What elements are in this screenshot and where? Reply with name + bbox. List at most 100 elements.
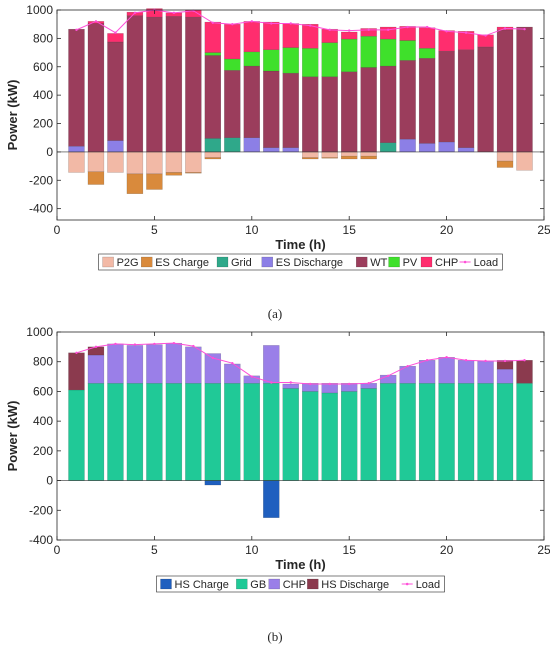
point-load-24	[523, 359, 526, 362]
bar-chp-23	[496, 368, 514, 384]
bar-gb-3	[107, 383, 124, 481]
bar-pv-12	[282, 47, 299, 74]
y-tick-label: 800	[33, 355, 53, 369]
series-line-load	[76, 342, 525, 385]
axes-box	[56, 331, 545, 541]
point-load-17	[386, 28, 390, 32]
bar-p2g-4	[126, 151, 144, 175]
legend-marker-load	[463, 260, 467, 264]
bar-chp-22	[477, 360, 494, 384]
point-load-17	[386, 374, 390, 378]
bar-wt-7	[185, 16, 202, 153]
bar-chp-7	[185, 346, 202, 384]
legend-swatch-gb	[236, 578, 248, 590]
bar-gb-5	[146, 383, 163, 481]
bar-chp-12	[282, 383, 299, 389]
point-load-1	[75, 28, 78, 32]
y-tick-label: 600	[33, 384, 53, 398]
y-tick-label: 1000	[26, 3, 53, 17]
bar-chp-6	[165, 342, 183, 384]
point-load-14	[328, 382, 331, 386]
x-tick-label: 0	[54, 223, 61, 237]
bar-es-discharge-21	[457, 147, 475, 153]
x-axis-label: Time (h)	[275, 237, 325, 252]
bar-es-charge-23	[496, 160, 514, 168]
point-load-2	[94, 20, 98, 23]
bar-hs-discharge-1	[68, 352, 85, 391]
bar-pv-16	[360, 36, 377, 68]
bar-gb-1	[68, 389, 85, 481]
legend-swatch-es-discharge	[261, 256, 273, 268]
point-load-15	[348, 29, 351, 32]
point-load-6	[172, 341, 176, 345]
bar-es-charge-4	[126, 173, 144, 194]
bar-chp-14	[321, 28, 338, 43]
bar-es-charge-14	[321, 157, 338, 159]
point-load-11	[270, 381, 273, 384]
point-load-9	[231, 22, 234, 26]
y-tick-label: -400	[29, 533, 53, 547]
point-load-23	[503, 359, 507, 363]
bar-gb-16	[360, 388, 377, 481]
x-tick-label: 0	[54, 543, 61, 557]
bar-wt-9	[224, 70, 241, 138]
chart-panel-a: -400 -200 0 200 400 600 800 1000 0 5 10 15 20 25 Time …	[5, 3, 550, 321]
bar-es-charge-16	[360, 155, 377, 160]
point-load-1	[75, 351, 78, 354]
bar-chp-19	[418, 360, 436, 384]
point-load-22	[484, 34, 487, 37]
point-load-16	[367, 28, 370, 32]
bar-chp-2	[87, 354, 105, 384]
y-tick-label: 200	[33, 444, 53, 458]
bar-pv-19	[418, 48, 436, 59]
point-load-21	[464, 31, 468, 34]
bar-es-discharge-3	[107, 140, 124, 153]
point-load-22	[484, 359, 487, 363]
bar-gb-11	[263, 383, 280, 481]
bar-p2g-8	[204, 151, 222, 158]
bar-chp-16	[360, 28, 377, 37]
y-tick-label: 0	[46, 474, 53, 488]
bar-chp-13	[302, 23, 319, 49]
bar-wt-23	[496, 29, 514, 153]
bar-es-discharge-11	[263, 147, 280, 153]
point-load-10	[250, 20, 253, 23]
bar-es-charge-8	[204, 157, 222, 160]
chart-panel-b: -400 -200 0 200 400 600 800 1000 0 5 10 15 20 25 Time …	[5, 325, 550, 644]
bar-pv-18	[399, 40, 416, 61]
legend-label-load: Load	[416, 579, 440, 591]
y-tick-label: -200	[29, 173, 53, 187]
bar-pv-11	[263, 49, 280, 72]
legend-label-pv: PV	[403, 257, 418, 269]
legend-swatch-chp	[268, 578, 280, 590]
bar-p2g-14	[321, 151, 338, 158]
bar-gb-14	[321, 392, 338, 481]
bar-wt-10	[243, 65, 260, 138]
bar-wt-1	[68, 28, 85, 147]
bar-es-charge-15	[341, 155, 358, 160]
legend-marker-load	[405, 582, 409, 586]
bar-grid-17	[379, 142, 397, 153]
bar-chp-21	[457, 31, 475, 50]
bar-gb-21	[457, 383, 475, 481]
legend-label-chp: CHP	[435, 257, 458, 269]
point-load-5	[153, 342, 156, 346]
point-load-20	[445, 30, 448, 33]
point-load-8	[211, 21, 215, 24]
bar-chp-10	[243, 21, 260, 53]
legend-label-es-charge: ES Charge	[155, 257, 209, 269]
point-load-18	[406, 25, 409, 29]
bar-gb-12	[282, 388, 299, 481]
bar-p2g-23	[496, 151, 514, 162]
legend-label-grid: Grid	[231, 257, 252, 269]
point-load-12	[289, 381, 292, 384]
bar-p2g-15	[341, 151, 358, 157]
bar-es-discharge-20	[438, 141, 455, 153]
point-load-19	[425, 25, 429, 29]
bar-wt-24	[516, 26, 533, 153]
bar-pv-14	[321, 42, 338, 77]
bar-chp-20	[438, 357, 455, 384]
y-axis-label: Power (kW)	[5, 80, 20, 151]
point-load-19	[425, 359, 429, 362]
legend-label-gb: GB	[250, 579, 266, 591]
